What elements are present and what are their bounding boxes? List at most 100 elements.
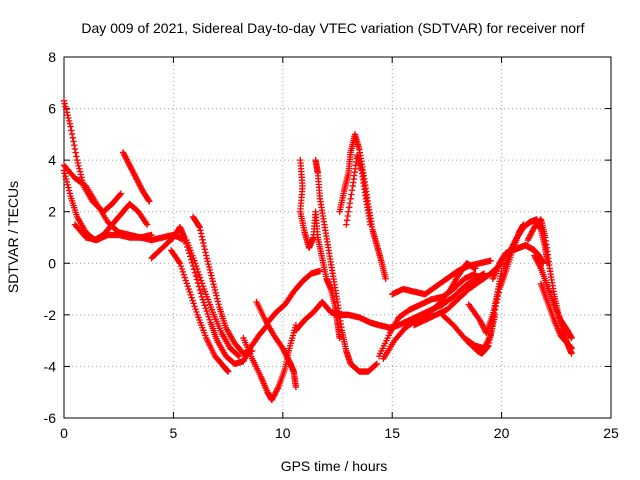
data-point-marker (343, 217, 351, 224)
data-point-marker (122, 153, 129, 160)
data-point-marker (62, 106, 70, 113)
data-point-marker (182, 277, 189, 284)
data-point-marker (568, 334, 575, 342)
data-point-marker (135, 180, 143, 188)
series-track-10 (240, 321, 300, 404)
data-point-marker (214, 298, 222, 305)
data-point-marker (495, 289, 502, 296)
data-point-marker (200, 239, 207, 247)
y-tick-label: -4 (44, 358, 57, 374)
data-point-marker (68, 127, 75, 134)
data-point-marker (200, 242, 208, 250)
data-point-marker (534, 258, 541, 265)
data-point-marker (492, 303, 499, 310)
data-point-marker (127, 164, 135, 172)
data-point-marker (524, 236, 532, 244)
data-point-marker (211, 283, 218, 291)
data-point-marker (198, 280, 206, 287)
data-point-marker (273, 388, 280, 395)
x-tick-label: 20 (494, 425, 510, 441)
data-point-marker (131, 172, 138, 179)
data-point-marker (531, 252, 538, 259)
data-point-marker (282, 350, 289, 358)
data-point-marker (347, 195, 354, 203)
data-point-marker (207, 269, 214, 276)
data-point-marker (210, 281, 217, 288)
y-axis-label: SDTVAR / TECUs (5, 181, 21, 293)
data-point-marker (203, 252, 210, 259)
data-point-marker (124, 159, 132, 166)
data-point-marker (121, 152, 128, 159)
data-point-marker (192, 305, 199, 313)
series-track-4 (119, 149, 153, 205)
data-point-marker (196, 274, 204, 281)
data-point-marker (535, 260, 542, 268)
data-point-marker (187, 291, 194, 299)
data-point-marker (137, 183, 144, 190)
y-axis-ticks: -6 -4 -2 0 2 4 6 8 (44, 49, 611, 426)
series-track-15 (312, 156, 381, 375)
data-point-marker (202, 305, 209, 312)
data-point-marker (205, 260, 212, 268)
data-point-marker (142, 219, 150, 227)
data-point-marker (204, 258, 211, 265)
data-point-marker (197, 227, 204, 234)
data-point-marker (272, 389, 279, 396)
data-point-marker (189, 297, 196, 304)
data-point-marker (184, 283, 191, 290)
data-point-marker (346, 199, 354, 207)
data-point-marker (271, 391, 278, 398)
data-point-marker (76, 165, 83, 172)
data-point-marker (205, 313, 212, 321)
series-track-29 (537, 280, 575, 352)
data-point-marker (283, 353, 291, 361)
data-point-marker (60, 167, 68, 174)
data-point-marker (537, 263, 544, 271)
data-point-marker (178, 265, 186, 273)
data-point-marker (484, 343, 491, 350)
y-tick-label: 2 (48, 204, 56, 220)
data-point-marker (132, 173, 139, 180)
data-point-marker (60, 97, 68, 105)
data-point-marker (194, 265, 201, 273)
data-point-marker (204, 310, 211, 318)
series-track-19 (380, 260, 479, 362)
data-point-marker (206, 316, 213, 323)
data-point-marker (343, 221, 350, 228)
data-point-marker (67, 123, 74, 130)
data-point-marker (526, 234, 533, 241)
data-point-marker (270, 392, 278, 399)
data-point-marker (511, 238, 518, 245)
data-point-marker (68, 130, 76, 138)
data-point-marker (74, 159, 82, 167)
data-point-marker (66, 190, 74, 197)
data-point-marker (372, 361, 380, 368)
data-point-marker (123, 156, 130, 163)
data-point-marker (66, 120, 74, 127)
y-tick-label: -6 (44, 410, 57, 426)
data-point-marker (122, 154, 130, 162)
data-point-marker (192, 260, 199, 267)
data-point-marker (146, 198, 153, 205)
data-point-marker (201, 246, 208, 253)
data-point-marker (191, 269, 199, 276)
data-point-marker (345, 208, 352, 215)
data-point-marker (181, 274, 189, 281)
data-point-marker (213, 292, 220, 299)
data-point-marker (281, 349, 289, 356)
data-point-marker (196, 286, 204, 294)
data-point-marker (240, 356, 248, 364)
data-point-marker (373, 360, 381, 368)
data-point-marker (116, 191, 124, 199)
x-tick-label: 5 (170, 425, 178, 441)
data-point-marker (348, 191, 355, 198)
data-point-marker (186, 288, 193, 296)
data-point-marker (234, 352, 242, 359)
data-point-marker (336, 334, 343, 342)
data-point-marker (224, 368, 232, 375)
data-point-marker (215, 301, 222, 308)
data-point-marker (525, 235, 532, 242)
data-point-marker (491, 309, 498, 317)
data-point-marker (202, 249, 209, 256)
